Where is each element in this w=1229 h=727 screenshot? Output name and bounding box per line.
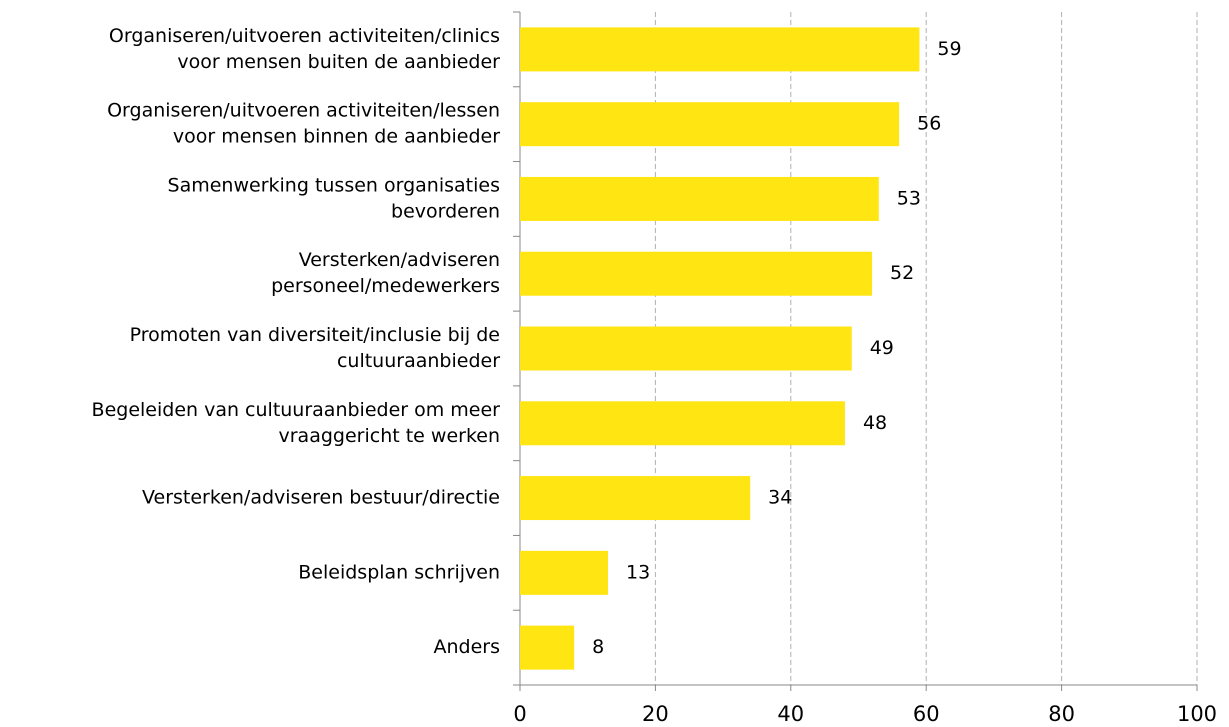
value-label: 56 xyxy=(917,113,941,135)
x-tick-label: 20 xyxy=(642,702,669,726)
bar xyxy=(520,326,852,371)
bar xyxy=(520,476,751,521)
category-label: Organiseren/uitvoeren activiteiten/lesse… xyxy=(107,100,500,122)
bar xyxy=(520,27,920,72)
bar xyxy=(520,102,900,147)
category-label: cultuuraanbieder xyxy=(337,350,500,372)
x-tick-label: 60 xyxy=(913,702,940,726)
category-label: Anders xyxy=(434,636,501,658)
category-label: voor mensen binnen de aanbieder xyxy=(173,126,500,148)
bar xyxy=(520,176,879,221)
value-label: 13 xyxy=(626,561,650,583)
category-label: personeel/medewerkers xyxy=(271,275,500,297)
x-tick-label: 80 xyxy=(1048,702,1075,726)
bar xyxy=(520,550,609,595)
value-label: 59 xyxy=(937,38,961,60)
value-label: 52 xyxy=(890,262,914,284)
x-tick-label: 100 xyxy=(1177,702,1217,726)
category-label: Samenwerking tussen organisaties xyxy=(168,174,500,196)
category-label: bevorderen xyxy=(391,200,500,222)
bar xyxy=(520,251,873,296)
category-label: Promoten van diversiteit/inclusie bij de xyxy=(130,324,500,346)
category-label: vraaggericht te werken xyxy=(279,425,501,447)
value-label: 53 xyxy=(897,187,921,209)
x-tick-label: 0 xyxy=(513,702,526,726)
value-label: 49 xyxy=(870,337,894,359)
value-label: 34 xyxy=(768,487,792,509)
value-label: 48 xyxy=(863,412,887,434)
category-label: Beleidsplan schrijven xyxy=(298,561,500,583)
value-label: 8 xyxy=(592,636,604,658)
category-label: Versterken/adviseren xyxy=(299,249,500,271)
x-tick-label: 40 xyxy=(777,702,804,726)
bar xyxy=(520,401,845,446)
category-label: Organiseren/uitvoeren activiteiten/clini… xyxy=(109,25,500,47)
category-label: Versterken/adviseren bestuur/directie xyxy=(142,487,500,509)
category-label: Begeleiden van cultuuraanbieder om meer xyxy=(92,399,501,421)
bar xyxy=(520,625,575,670)
category-label: voor mensen buiten de aanbieder xyxy=(177,51,500,73)
